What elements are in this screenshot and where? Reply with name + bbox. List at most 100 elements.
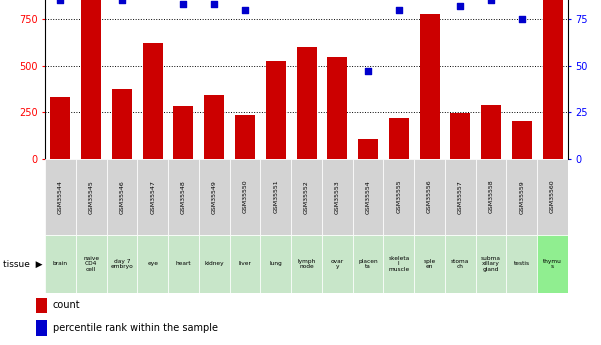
Bar [475,159,507,235]
Bar [50,97,70,159]
Text: GSM35546: GSM35546 [120,180,124,214]
Bar [174,106,194,159]
Text: tissue  ▶: tissue ▶ [3,259,43,268]
Bar [537,235,568,293]
Bar [138,235,168,293]
Text: GSM35559: GSM35559 [519,180,524,214]
Text: GSM35555: GSM35555 [396,180,401,214]
Bar [353,159,383,235]
Bar [353,235,383,293]
Text: GSM35545: GSM35545 [89,180,94,214]
Bar [76,235,106,293]
Text: eye: eye [147,262,158,266]
Bar [383,159,414,235]
Point [486,0,496,3]
Text: thymu
s: thymu s [543,258,562,269]
Bar [204,95,224,159]
Bar [475,235,507,293]
Bar [291,159,322,235]
Bar [481,105,501,159]
Bar [414,159,445,235]
Text: percentile rank within the sample: percentile rank within the sample [53,323,218,333]
Text: GSM35554: GSM35554 [365,180,371,214]
Text: naive
CD4
cell: naive CD4 cell [83,256,99,272]
Bar [106,235,138,293]
Bar [389,118,409,159]
Text: GSM35558: GSM35558 [489,180,493,214]
Bar [106,159,138,235]
Text: GSM35548: GSM35548 [181,180,186,214]
Text: liver: liver [239,262,251,266]
Point [56,0,66,3]
Text: GSM35557: GSM35557 [458,180,463,214]
Bar [260,159,291,235]
Text: skeleta
l
muscle: skeleta l muscle [388,256,409,272]
Bar [45,235,76,293]
Bar [199,159,230,235]
Bar [358,139,378,159]
Point [209,1,219,7]
Text: GSM35544: GSM35544 [58,180,63,214]
Bar [445,159,475,235]
Text: heart: heart [175,262,191,266]
Bar [512,120,532,159]
Bar [383,235,414,293]
Bar [291,235,322,293]
Bar [45,159,76,235]
Text: GSM35551: GSM35551 [273,180,278,214]
Bar [322,159,353,235]
Bar [419,14,439,159]
Text: GSM35550: GSM35550 [242,180,248,214]
Bar [230,159,260,235]
Text: lymph
node: lymph node [297,258,316,269]
Point [517,16,526,22]
Bar [537,159,568,235]
Bar [112,89,132,159]
Point [363,68,373,74]
Bar [507,235,537,293]
Text: subma
xillary
gland: subma xillary gland [481,256,501,272]
Bar [266,61,285,159]
Bar [168,159,199,235]
Text: GSM35553: GSM35553 [335,180,340,214]
Bar [81,0,101,159]
Point [178,1,188,7]
Bar [507,159,537,235]
Point [394,7,404,12]
Bar [450,113,471,159]
Bar [414,235,445,293]
Bar [36,320,47,336]
Text: day 7
embryо: day 7 embryо [111,258,133,269]
Text: brain: brain [53,262,68,266]
Bar [328,57,347,159]
Bar [235,115,255,159]
Bar [543,0,563,159]
Text: GSM35549: GSM35549 [212,180,217,214]
Text: GSM35552: GSM35552 [304,180,309,214]
Bar [138,159,168,235]
Bar [142,43,163,159]
Text: count: count [53,300,81,310]
Bar [168,235,199,293]
Point [456,3,465,9]
Text: stoma
ch: stoma ch [451,258,469,269]
Bar [36,298,47,313]
Bar [199,235,230,293]
Text: kidney: kidney [204,262,224,266]
Point [117,0,127,3]
Point [240,7,250,12]
Text: placen
ta: placen ta [358,258,378,269]
Text: testis: testis [514,262,530,266]
Bar [230,235,260,293]
Text: GSM35556: GSM35556 [427,180,432,214]
Bar [260,235,291,293]
Bar [322,235,353,293]
Text: GSM35547: GSM35547 [150,180,155,214]
Bar [296,47,317,159]
Text: lung: lung [269,262,282,266]
Text: sple
en: sple en [424,258,436,269]
Bar [76,159,106,235]
Text: GSM35560: GSM35560 [550,180,555,214]
Text: ovar
y: ovar y [331,258,344,269]
Bar [445,235,475,293]
